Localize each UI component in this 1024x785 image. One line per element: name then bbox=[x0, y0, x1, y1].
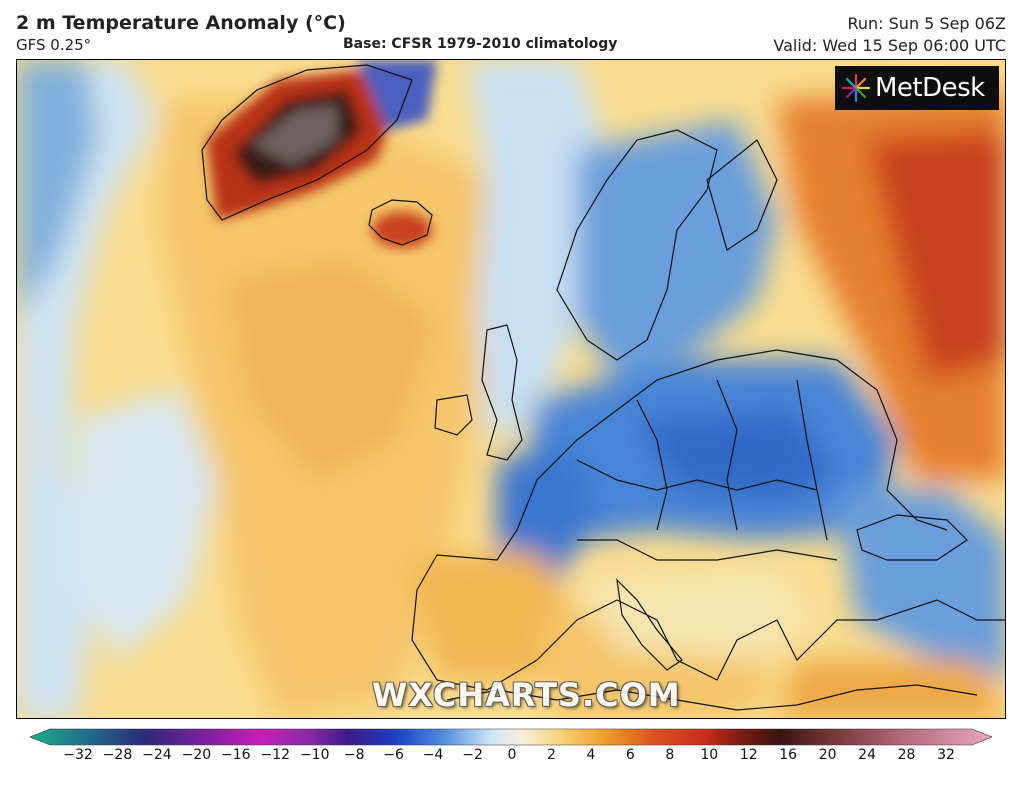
color-scale-tick: 6 bbox=[625, 747, 635, 763]
model-label: GFS 0.25° bbox=[16, 36, 92, 54]
color-scale-tick: 4 bbox=[586, 747, 596, 763]
metdesk-logo: MetDesk bbox=[835, 66, 999, 110]
iceland-anomaly bbox=[372, 212, 432, 248]
color-scale-tick: −24 bbox=[142, 747, 172, 763]
color-scale-tick: 2 bbox=[546, 747, 556, 763]
color-scale-tick: 0 bbox=[507, 747, 517, 763]
greenland-anomaly bbox=[207, 60, 437, 220]
color-scale-tick: −2 bbox=[462, 747, 483, 763]
color-scale-bar bbox=[30, 728, 992, 746]
color-scale-tick: −8 bbox=[343, 747, 365, 763]
color-scale-tick: 8 bbox=[665, 747, 675, 763]
map-title: 2 m Temperature Anomaly (°C) bbox=[16, 12, 346, 34]
color-scale-tick: −12 bbox=[260, 747, 291, 763]
color-scale-tick: 10 bbox=[700, 747, 719, 763]
color-scale-tick: 16 bbox=[779, 747, 798, 763]
color-scale-tick: 28 bbox=[897, 747, 916, 763]
color-scale-tick: −6 bbox=[383, 747, 404, 763]
map-canvas bbox=[17, 60, 1005, 718]
color-scale-tick: 20 bbox=[818, 747, 837, 763]
base-climatology-label: Base: CFSR 1979-2010 climatology bbox=[343, 36, 618, 52]
color-scale-tick: −10 bbox=[299, 747, 330, 763]
color-scale-tick: −20 bbox=[181, 747, 212, 763]
burst-icon bbox=[841, 73, 871, 103]
metdesk-logo-text: MetDesk bbox=[875, 73, 985, 103]
wxcharts-watermark: WXCHARTS.COM bbox=[372, 676, 681, 714]
valid-time-label: Valid: Wed 15 Sep 06:00 UTC bbox=[773, 36, 1006, 55]
run-time-label: Run: Sun 5 Sep 06Z bbox=[847, 14, 1006, 33]
color-scale-ticks: −32 −28 −24 −20 −16 −12 −10 −8 −6 −4 −2 0 2 4 6 8 10 12 16… bbox=[0, 747, 1024, 771]
color-scale-tick: −16 bbox=[221, 747, 251, 763]
color-scale-tick: 12 bbox=[739, 747, 758, 763]
color-scale-tick: 24 bbox=[858, 747, 876, 763]
anomaly-field bbox=[17, 60, 1005, 718]
color-scale-tick: −32 bbox=[63, 747, 93, 763]
color-scale-tick: −4 bbox=[422, 747, 444, 763]
color-scale-tick: −28 bbox=[102, 747, 133, 763]
temperature-anomaly-map[interactable]: MetDesk WXCHARTS.COM bbox=[16, 59, 1006, 719]
color-scale-tick: 32 bbox=[937, 747, 955, 763]
coastlines bbox=[201, 64, 1005, 711]
